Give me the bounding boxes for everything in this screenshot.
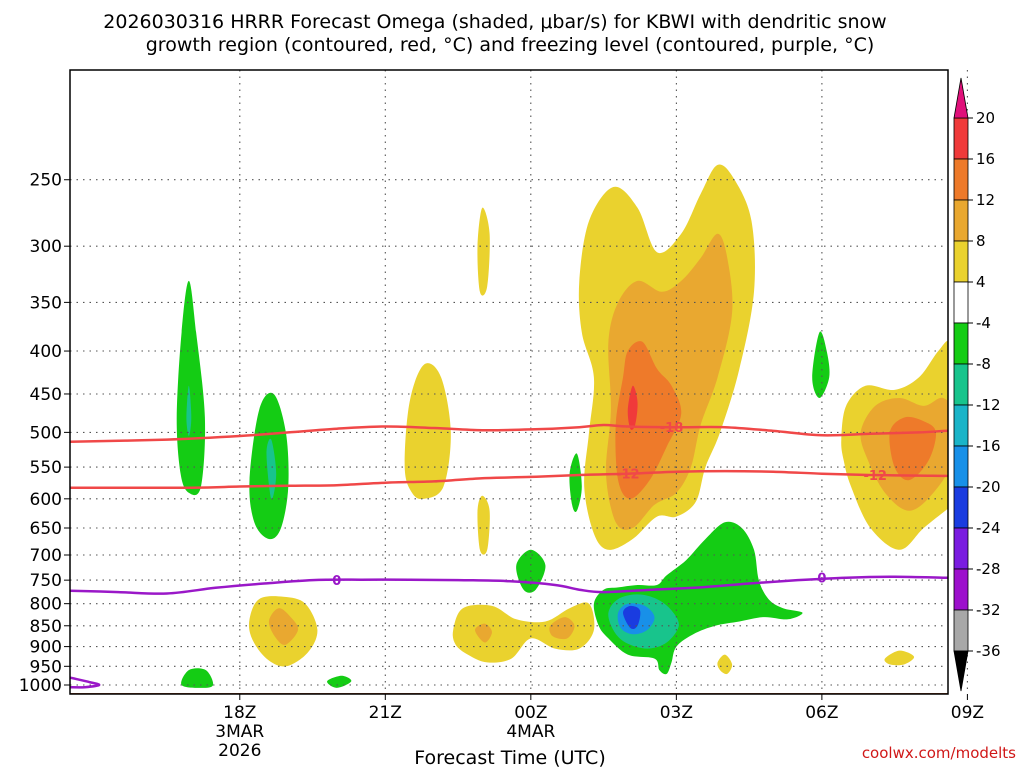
colorbar-label--36: -36: [976, 642, 1001, 660]
omega-region-12: [268, 608, 299, 645]
colorbar-swatch-20: [953, 117, 969, 160]
contour--18: [70, 423, 948, 443]
y-tick-label-900: 900: [30, 638, 62, 658]
omega-region-13: [452, 602, 595, 663]
y-tick-label-550: 550: [30, 458, 62, 478]
colorbar-swatch--8: [953, 363, 969, 406]
y-tick-label-750: 750: [30, 571, 62, 591]
chart-title-line1: 2026030316 HRRR Forecast Omega (shaded, …: [103, 11, 886, 33]
x-tick-label-2026: 2026: [218, 741, 261, 761]
contour-label-0-b: 0: [817, 572, 826, 587]
contour--12: [70, 469, 948, 490]
x-tick-label-4MAR: 4MAR: [506, 722, 555, 742]
colorbar-label-20: 20: [976, 109, 995, 127]
gridlines: [70, 70, 968, 694]
omega-region-5: [327, 675, 352, 688]
x-tick-label-00Z: 00Z: [514, 703, 547, 723]
x-tick-label-18Z: 18Z: [223, 703, 256, 723]
colorbar-swatch--4: [953, 322, 969, 365]
x-tick-label-06Z: 06Z: [805, 703, 838, 723]
colorbar-swatch-8: [953, 240, 969, 283]
y-tick-label-300: 300: [30, 237, 62, 257]
colorbar-swatch--20: [953, 486, 969, 529]
contour-0: [70, 575, 948, 595]
x-tick-label-03Z: 03Z: [660, 703, 693, 723]
colorbar-top-arrow: [953, 77, 969, 119]
omega-region-10: [569, 453, 582, 513]
omega-region-1: [176, 280, 206, 496]
contour-label--18: -18: [660, 421, 684, 436]
contour-label--12: -12: [863, 469, 887, 484]
y-tick-label-500: 500: [30, 423, 62, 443]
chart-title-line2: growth region (contoured, red, °C) and f…: [146, 34, 875, 56]
x-tick-label-3MAR: 3MAR: [215, 722, 264, 742]
omega-shading: [176, 164, 1024, 688]
contours: -18 -12 -12 0 0: [70, 421, 948, 689]
colorbar-swatch-12: [953, 199, 969, 242]
y-tick-label-600: 600: [30, 490, 62, 510]
y-tick-label-250: 250: [30, 171, 62, 191]
colorbar-swatch--32: [953, 609, 969, 652]
colorbar-label--12: -12: [976, 396, 1001, 414]
y-tick-label-800: 800: [30, 595, 62, 615]
colorbar: 20 16 12 8 4 -4 -8 -12 -16 -20 -24 -28 -32 -36: [953, 77, 1001, 692]
plot-frame: [69, 69, 949, 695]
y-tick-label-950: 950: [30, 657, 62, 677]
y-tick-label-650: 650: [30, 519, 62, 539]
contour-label-0: 0: [332, 574, 341, 589]
colorbar-label--20: -20: [976, 478, 1001, 496]
x-tick-label-09Z: 09Z: [951, 703, 984, 723]
colorbar-swatch--24: [953, 527, 969, 570]
colorbar-swatch--16: [953, 445, 969, 488]
x-axis-label: Forecast Time (UTC): [414, 747, 605, 768]
colorbar-label--32: -32: [976, 601, 1001, 619]
omega-region-23: [623, 605, 641, 629]
colorbar-label--24: -24: [976, 519, 1001, 537]
omega-region-24: [812, 331, 830, 398]
y-tick-label-1000: 1000: [19, 676, 62, 696]
omega-region-26: [884, 650, 915, 666]
omega-region-18: [615, 341, 682, 499]
omega-region-8: [477, 495, 490, 555]
colorbar-swatch-4: [953, 281, 969, 324]
credit-link[interactable]: coolwx.com/modelts: [862, 744, 1016, 762]
colorbar-swatch--12: [953, 404, 969, 447]
y-tick-label-700: 700: [30, 546, 62, 566]
omega-region-2: [186, 385, 192, 436]
colorbar-swatch--28: [953, 568, 969, 611]
colorbar-bottom-arrow: [953, 650, 969, 692]
colorbar-label-8: 8: [976, 232, 986, 250]
y-axis-ticks: 2503003504004505005506006507007508008509…: [19, 171, 70, 696]
omega-region-25: [717, 654, 733, 675]
omega-region-15: [549, 617, 575, 640]
y-tick-label-400: 400: [30, 342, 62, 362]
x-tick-label-21Z: 21Z: [369, 703, 402, 723]
omega-region-7: [477, 207, 490, 296]
contour-0-sfc: [70, 676, 101, 689]
y-tick-label-350: 350: [30, 293, 62, 313]
y-tick-label-450: 450: [30, 385, 62, 405]
colorbar-label-12: 12: [976, 191, 995, 209]
colorbar-label--4: -4: [976, 314, 991, 332]
y-tick-label-850: 850: [30, 617, 62, 637]
omega-region-4: [266, 438, 277, 500]
colorbar-label--16: -16: [976, 437, 1001, 455]
colorbar-label--8: -8: [976, 355, 991, 373]
colorbar-label--28: -28: [976, 560, 1001, 578]
omega-region-14: [475, 623, 492, 643]
omega-region-19: [627, 385, 638, 430]
omega-region-0: [181, 668, 214, 688]
colorbar-swatch-16: [953, 158, 969, 201]
colorbar-label-16: 16: [976, 150, 995, 168]
contour-label--12-b: -12: [616, 468, 640, 483]
omega-region-6: [404, 363, 451, 500]
omega-region-30: [1001, 469, 1024, 531]
colorbar-label-4: 4: [976, 273, 986, 291]
